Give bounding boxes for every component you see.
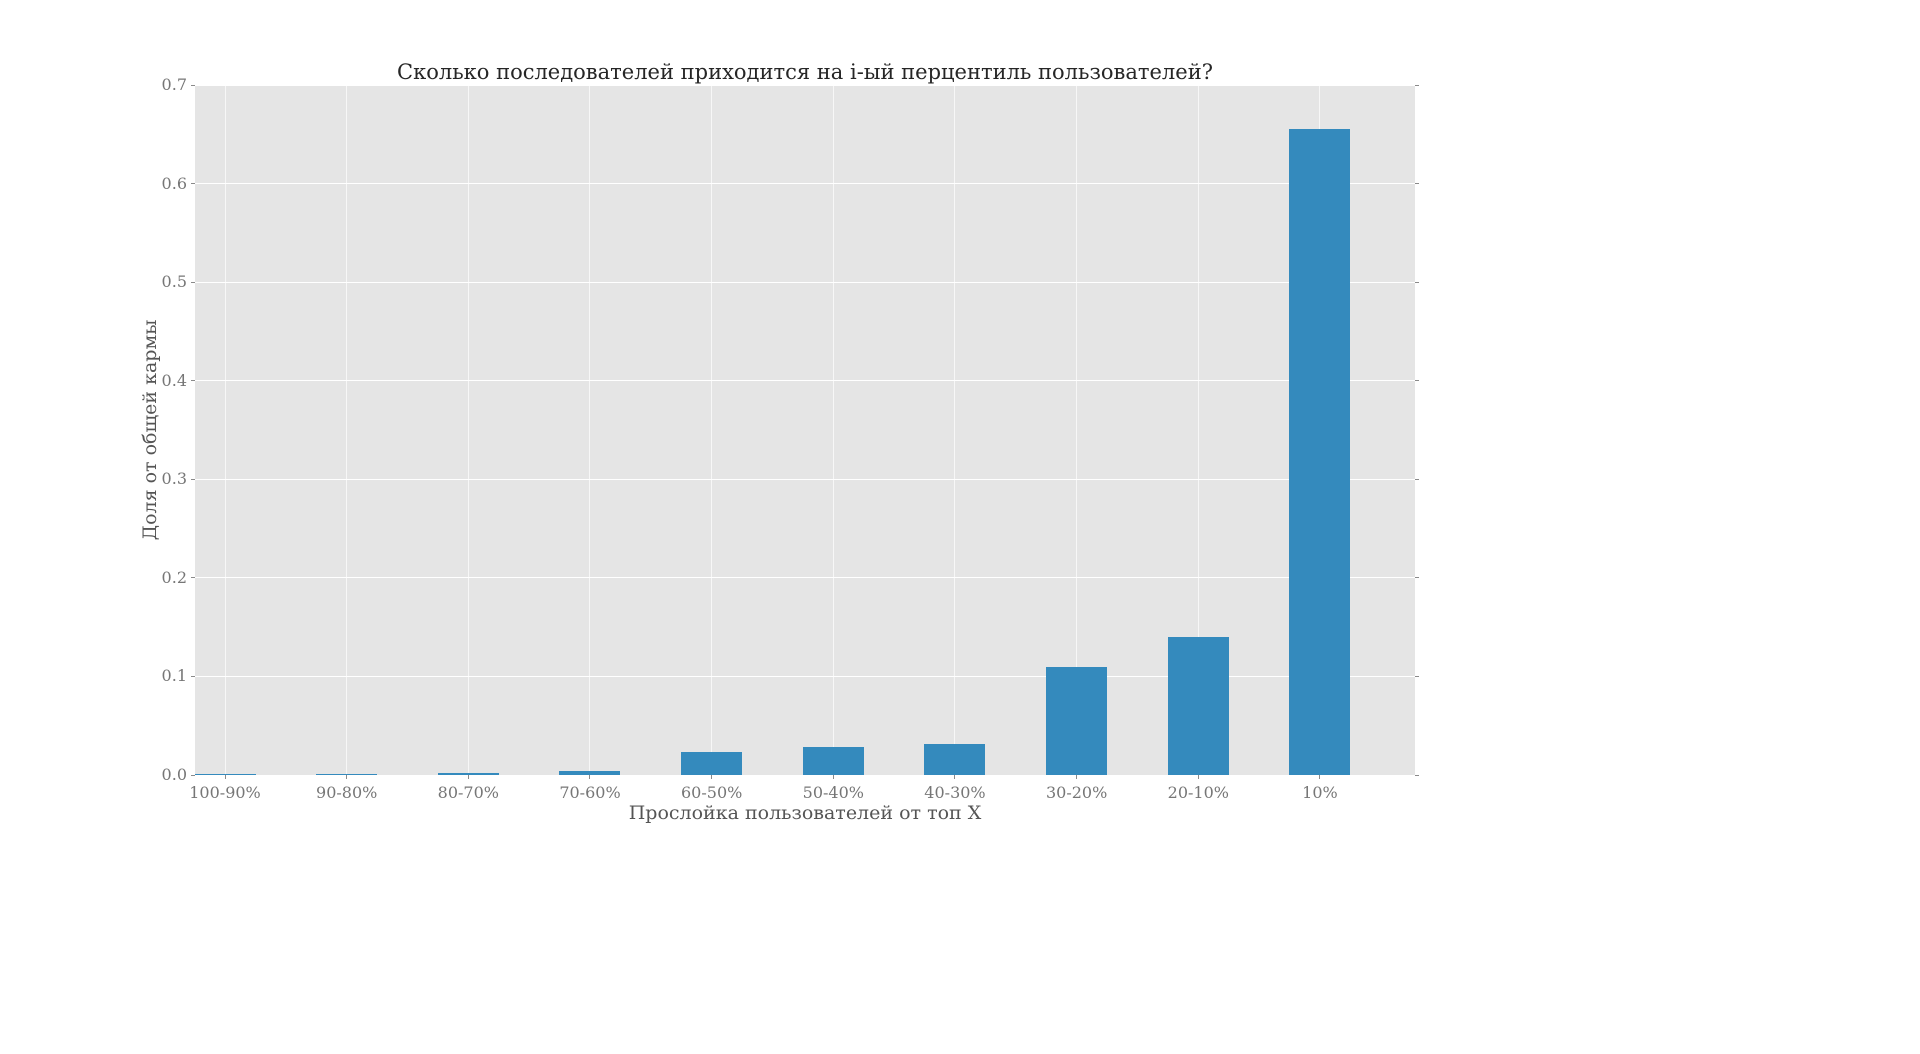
gridline-y [195,84,1415,86]
bar [1289,129,1351,775]
y-tick-mark [1415,675,1419,677]
bar [1167,637,1229,775]
bar [437,773,499,775]
bar [802,747,864,775]
gridline-x [832,85,834,775]
x-tick-mark [467,775,469,779]
y-tick-mark [191,774,195,776]
x-tick-label: 70-60% [559,783,621,802]
y-tick-mark [1415,380,1419,382]
x-tick-mark [1319,775,1321,779]
x-tick-mark [589,775,591,779]
gridline-y [195,380,1415,382]
y-axis-label: Доля от общей кармы [139,319,161,541]
y-tick-mark [191,577,195,579]
x-tick-mark [1197,775,1199,779]
gridline-y [195,675,1415,677]
y-tick-mark [1415,84,1419,86]
y-tick-mark [1415,577,1419,579]
y-tick-label: 0.0 [161,765,187,784]
gridline-x [1076,85,1078,775]
x-tick-label: 30-20% [1045,783,1108,802]
bar [681,752,743,775]
y-tick-mark [1415,183,1419,185]
y-tick-label: 0.6 [161,173,187,193]
x-tick-label: 100-90% [189,783,261,802]
y-tick-mark [1415,478,1419,480]
bar [559,771,621,775]
chart-title: Сколько последователей приходится на i-ы… [397,60,1213,84]
y-tick-mark [191,84,195,86]
gridline-y [195,281,1415,283]
x-tick-mark [346,775,348,779]
y-tick-mark [191,183,195,185]
gridline-x [589,85,591,775]
gridline-y [195,774,1415,776]
bar [194,774,256,775]
y-tick-mark [1415,774,1419,776]
y-tick-label: 0.1 [161,666,187,686]
bar [1046,666,1108,775]
gridline-x [224,85,226,775]
y-tick-mark [191,380,195,382]
y-tick-label: 0.2 [161,567,187,587]
gridline-x [711,85,713,775]
gridline-y [195,183,1415,185]
x-tick-mark [832,775,834,779]
x-tick-label: 80-70% [437,783,499,802]
y-tick-label: 0.3 [161,469,187,489]
x-tick-label: 60-50% [680,783,743,802]
y-tick-mark [1415,281,1419,283]
gridline-y [195,478,1415,480]
gridline-y [195,577,1415,579]
gridline-x [954,85,956,775]
x-tick-mark [711,775,713,779]
x-tick-label: 90-80% [316,783,378,802]
gridline-x [346,85,348,775]
y-tick-label: 0.4 [161,370,187,390]
x-tick-label: 20-10% [1167,783,1229,802]
y-tick-mark [191,478,195,480]
x-tick-mark [1076,775,1078,779]
x-tick-label: 50-40% [802,783,864,802]
x-tick-mark [224,775,226,779]
y-tick-mark [191,675,195,677]
y-tick-label: 0.5 [161,272,187,292]
x-tick-label: 40-30% [924,783,986,802]
x-tick-label: 10% [1302,783,1338,802]
x-axis-label: Прослойка пользователей от топ X [628,802,982,824]
bar [316,774,378,775]
gridline-x [467,85,469,775]
y-tick-mark [191,281,195,283]
y-tick-label: 0.7 [161,75,187,94]
bar [924,744,986,775]
x-tick-mark [954,775,956,779]
gridline-x [1197,85,1199,775]
plot-area [194,84,1415,776]
